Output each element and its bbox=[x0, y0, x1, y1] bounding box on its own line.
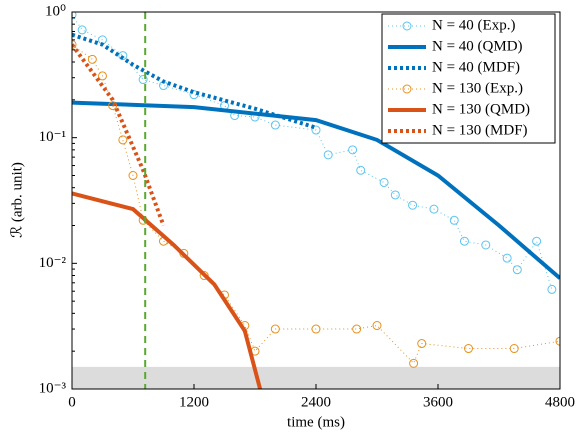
data-point bbox=[108, 101, 118, 111]
x-tick-label: 4800 bbox=[545, 394, 575, 410]
legend-label: N = 40 (QMD) bbox=[432, 38, 523, 54]
x-axis-label: time (ms) bbox=[287, 414, 345, 430]
legend-marker bbox=[402, 84, 412, 94]
data-point bbox=[128, 170, 138, 180]
series-line bbox=[72, 32, 317, 130]
y-axis-label: ℛ (arb. unit) bbox=[9, 162, 25, 238]
data-point bbox=[311, 324, 321, 334]
data-point bbox=[356, 165, 366, 175]
data-point bbox=[379, 177, 389, 187]
legend-label: N = 40 (Exp.) bbox=[432, 17, 515, 33]
legend-label: N = 130 (MDF) bbox=[432, 122, 528, 138]
data-point bbox=[464, 344, 473, 354]
data-point bbox=[532, 236, 542, 246]
data-point bbox=[555, 336, 560, 346]
data-point bbox=[481, 240, 491, 250]
data-point bbox=[77, 25, 87, 35]
shaded-region bbox=[72, 366, 560, 389]
data-point bbox=[348, 145, 358, 155]
legend-label: N = 130 (Exp.) bbox=[432, 80, 523, 96]
data-point bbox=[509, 344, 519, 354]
data-point bbox=[87, 54, 97, 64]
y-tick-label: 10⁻¹ bbox=[39, 129, 66, 145]
data-point bbox=[323, 150, 333, 160]
data-point bbox=[547, 284, 557, 294]
series-line bbox=[72, 191, 263, 389]
legend-marker bbox=[402, 21, 412, 31]
data-point bbox=[502, 253, 512, 263]
data-point bbox=[72, 40, 77, 50]
data-point bbox=[199, 271, 209, 281]
data-point bbox=[408, 200, 418, 210]
series-line bbox=[72, 43, 166, 227]
data-point bbox=[118, 51, 128, 61]
y-tick-label: 10⁻² bbox=[39, 255, 67, 271]
data-point bbox=[270, 120, 280, 130]
data-point bbox=[138, 75, 148, 85]
series-line bbox=[72, 44, 560, 365]
data-point bbox=[449, 215, 459, 225]
y-tick-label: 10⁻³ bbox=[39, 380, 67, 396]
data-point bbox=[270, 324, 280, 334]
data-point bbox=[390, 190, 400, 200]
data-point bbox=[372, 321, 382, 331]
legend-label: N = 130 (QMD) bbox=[432, 101, 530, 117]
x-tick-label: 0 bbox=[68, 394, 76, 410]
x-tick-label: 1200 bbox=[179, 394, 209, 410]
data-point bbox=[118, 135, 128, 145]
plot-area bbox=[72, 12, 560, 389]
legend-label: N = 40 (MDF) bbox=[432, 59, 520, 75]
data-point bbox=[409, 358, 419, 368]
legend-box bbox=[381, 13, 556, 144]
data-point bbox=[512, 265, 522, 275]
data-point bbox=[352, 324, 362, 334]
y-tick-label: 10⁰ bbox=[45, 3, 66, 19]
data-point bbox=[417, 339, 427, 349]
data-point bbox=[98, 71, 107, 81]
data-point bbox=[311, 125, 321, 135]
data-point bbox=[72, 12, 77, 20]
data-point bbox=[459, 236, 469, 246]
series-line bbox=[72, 100, 560, 280]
x-tick-label: 2400 bbox=[301, 394, 331, 410]
x-tick-label: 3600 bbox=[423, 394, 453, 410]
data-point bbox=[429, 204, 439, 214]
